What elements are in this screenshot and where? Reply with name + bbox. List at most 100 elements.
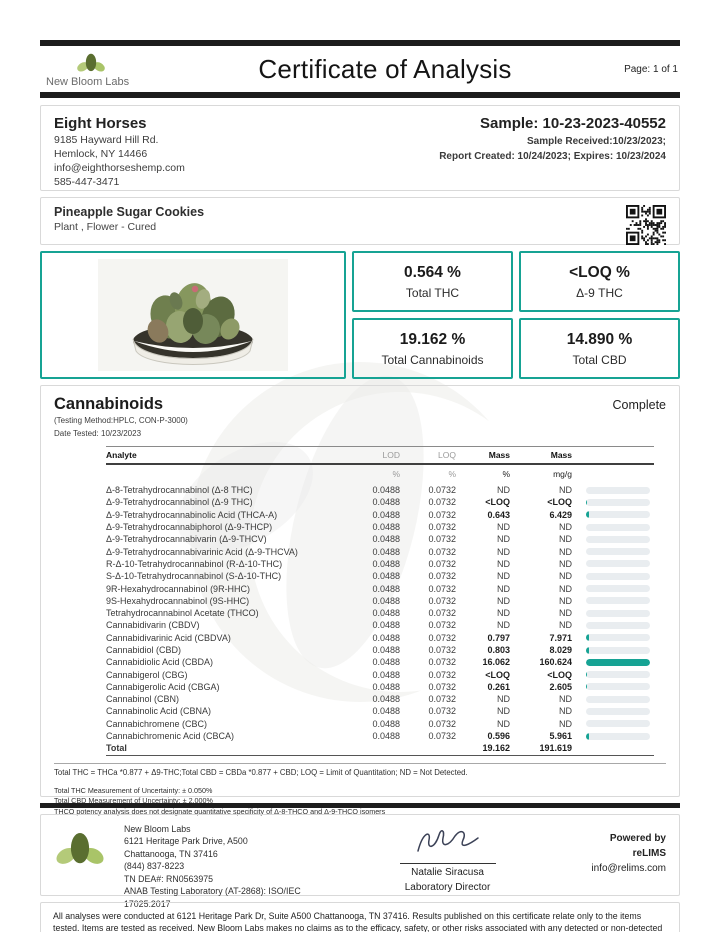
col-mass-mgg: Mass [550,450,572,460]
mass-mgg-value: ND [559,608,572,619]
footnote-cbd-uncertainty: Total CBD Measurement of Uncertainty: ± … [54,796,213,806]
mass-mgg-value: ND [559,706,572,717]
calc-footnote: Total THC = THCa *0.877 + Δ9-THC;Total C… [54,768,468,778]
bloom-logo-icon [77,53,105,71]
product-info: Pineapple Sugar Cookies Plant , Flower -… [54,205,204,233]
mass-mgg-value: ND [559,534,572,545]
loq-value: 0.0732 [428,546,456,557]
loq-value: 0.0732 [428,645,456,655]
summary-values: 0.564 % Total THC <LOQ % Δ-9 THC 19.162 … [352,251,680,379]
analyte-name: 9S-Hexahydrocannabinol (9S-HHC) [106,595,250,606]
analyte-name: Cannabidivarin (CBDV) [106,620,200,631]
sample-id: Sample: 10-23-2023-40552 [480,115,666,132]
d9-thc-value: <LOQ % [569,263,630,281]
table-row: Cannabidivarinic Acid (CBDVA) 0.0488 0.0… [106,632,654,644]
analyte-name: Cannabinolic Acid (CBNA) [106,706,212,717]
footnote-thc-uncertainty: Total THC Measurement of Uncertainty: ± … [54,786,213,796]
mass-percent-value: ND [497,718,510,729]
analyte-name: Cannabidiol (CBD) [106,645,182,655]
lab-address2: Chattanooga, TN 37416 [124,848,218,859]
analyte-name: Δ-9-Tetrahydrocannabinol (Δ-9 THC) [106,497,253,508]
mass-mgg-value: 2.605 [549,681,572,692]
mass-bar [572,523,654,531]
table-row: S-Δ-10-Tetrahydrocannabinol (S-Δ-10-THC)… [106,570,654,582]
total-thc-box: 0.564 % Total THC [352,251,513,312]
table-row: 9S-Hexahydrocannabinol (9S-HHC) 0.0488 0… [106,595,654,607]
loq-value: 0.0732 [428,669,456,680]
lod-value: 0.0488 [372,731,400,742]
analyte-name: Cannabichromene (CBC) [106,718,208,729]
mass-percent-value: 0.803 [487,645,510,655]
footnote-thco: THCO potency analysis does not designate… [54,806,386,816]
analyte-name: 9R-Hexahydrocannabinol (9R-HHC) [106,583,251,594]
mass-bar [572,498,654,506]
mass-bar [572,486,654,494]
mass-percent-value: ND [497,546,510,557]
loq-value: 0.0732 [428,497,456,508]
mass-bar [572,609,654,617]
analyte-name: Cannabigerol (CBG) [106,669,188,680]
lod-value: 0.0488 [372,657,400,668]
mass-percent-value: ND [497,571,510,582]
table-row: Cannabidiol (CBD) 0.0488 0.0732 0.803 8.… [106,644,654,656]
top-rule [40,40,680,46]
mass-bar [572,658,654,666]
uncertainty-footnotes: Total THC Measurement of Uncertainty: ± … [54,786,666,817]
mass-percent-value: 0.797 [487,632,510,643]
footnote-divider [54,763,666,765]
lod-value: 0.0488 [372,522,400,533]
table-row: Δ-9-Tetrahydrocannabiphorol (Δ-9-THCP) 0… [106,521,654,533]
mass-percent-value: <LOQ [485,669,510,680]
client-address-line2: Hemlock, NY 14466 [54,147,148,160]
table-total-row: Total 19.162 191.619 [106,742,654,757]
lod-value: 0.0488 [372,571,400,582]
table-row: Cannabigerol (CBG) 0.0488 0.0732 <LOQ <L… [106,668,654,680]
loq-value: 0.0732 [428,694,456,705]
client-info: Eight Horses 9185 Hayward Hill Rd. Hemlo… [54,115,185,188]
product-section: Pineapple Sugar Cookies Plant , Flower -… [40,197,680,245]
mass-bar [572,511,654,519]
table-units-row: % % % mg/g [106,465,654,484]
analyte-name: S-Δ-10-Tetrahydrocannabinol (S-Δ-10-THC) [106,571,282,582]
loq-value: 0.0732 [428,718,456,729]
signatory-title: Laboratory Director [404,882,491,893]
lod-value: 0.0488 [372,718,400,729]
loq-value: 0.0732 [428,583,456,594]
mass-bar [572,695,654,703]
d9-thc-box: <LOQ % Δ-9 THC [519,251,680,312]
lab-iso: 17025:2017 [124,898,171,909]
mass-percent-value: ND [497,522,510,533]
table-row: Δ-9-Tetrahydrocannabinolic Acid (THCA-A)… [106,509,654,521]
product-type: Plant , Flower - Cured [54,221,157,233]
lod-value: 0.0488 [372,558,400,569]
mass-percent-value: ND [497,583,510,594]
cannabinoids-title: Cannabinoids [54,395,164,413]
table-row: R-Δ-10-Tetrahydrocannabinol (R-Δ-10-THC)… [106,558,654,570]
mass-percent-value: 0.643 [487,509,510,520]
lod-value: 0.0488 [372,681,400,692]
mass-mgg-value: ND [559,571,572,582]
mass-percent-value: 0.261 [487,681,510,692]
lab-brand-name: New Bloom Labs [46,75,130,88]
cannabinoids-section: Cannabinoids Complete (Testing Method:HP… [40,385,680,816]
analyte-name: Δ-9-Tetrahydrocannabiphorol (Δ-9-THCP) [106,522,273,533]
mass-percent-value: ND [497,608,510,619]
mass-mgg-value: ND [559,485,572,496]
mass-bar [572,572,654,580]
lod-value: 0.0488 [372,608,400,619]
analyte-name: Δ-8-Tetrahydrocannabinol (Δ-8 THC) [106,485,253,496]
loq-value: 0.0732 [428,608,456,619]
signatory-name: Natalie Siracusa [411,867,484,878]
analyte-name: R-Δ-10-Tetrahydrocannabinol (R-Δ-10-THC) [106,558,283,569]
mass-bar [572,535,654,543]
analyte-name: Δ-9-Tetrahydrocannabinolic Acid (THCA-A) [106,509,278,520]
loq-value: 0.0732 [428,595,456,606]
mass-bar [572,597,654,605]
mass-mgg-value: 160.624 [539,657,572,668]
footer-section: New Bloom Labs 6121 Heritage Park Drive,… [40,814,680,909]
lod-value: 0.0488 [372,632,400,643]
mass-mgg-value: ND [559,558,572,569]
table-row: Cannabigerolic Acid (CBGA) 0.0488 0.0732… [106,681,654,693]
analyte-name: Cannabidivarinic Acid (CBDVA) [106,632,231,643]
lod-value: 0.0488 [372,706,400,717]
